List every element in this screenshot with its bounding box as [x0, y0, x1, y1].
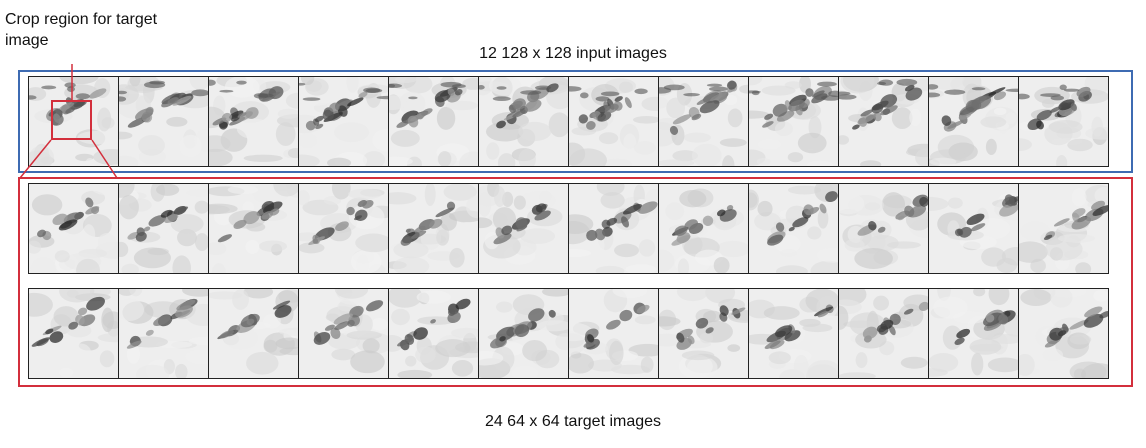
target-image-tile	[928, 288, 1019, 379]
target-image-tile	[478, 183, 569, 274]
input-images-frame	[18, 70, 1133, 173]
target-images-frame	[18, 177, 1133, 387]
target-image-row-1	[28, 183, 1109, 274]
target-image-tile	[28, 183, 119, 274]
crop-region-label: Crop region for target image	[5, 11, 158, 49]
target-image-tile	[298, 183, 389, 274]
target-image-tile	[658, 288, 749, 379]
input-images-title: 12 128 x 128 input images	[479, 45, 667, 62]
target-image-tile	[838, 288, 929, 379]
target-image-tile	[388, 183, 479, 274]
input-image-tile	[208, 76, 299, 167]
input-image-tile	[928, 76, 1019, 167]
input-image-tile	[838, 76, 929, 167]
input-image-tile	[388, 76, 479, 167]
target-image-tile	[208, 288, 299, 379]
target-image-tile	[928, 183, 1019, 274]
target-image-tile	[658, 183, 749, 274]
target-images-title: 24 64 x 64 target images	[484, 413, 662, 430]
target-image-tile	[118, 183, 209, 274]
input-image-tile	[658, 76, 749, 167]
input-image-tile	[118, 76, 209, 167]
target-image-row-2	[28, 288, 1109, 379]
target-image-tile	[838, 183, 929, 274]
target-image-tile	[748, 183, 839, 274]
target-image-tile	[748, 288, 839, 379]
crop-region-box	[51, 100, 92, 140]
target-image-tile	[478, 288, 569, 379]
input-image-strip	[28, 76, 1109, 167]
target-image-tile	[568, 183, 659, 274]
target-image-tile	[118, 288, 209, 379]
input-image-tile	[748, 76, 839, 167]
target-image-tile	[28, 288, 119, 379]
target-image-tile	[568, 288, 659, 379]
target-image-tile	[1018, 288, 1109, 379]
input-image-tile	[568, 76, 659, 167]
target-image-tile	[208, 183, 299, 274]
target-image-tile	[1018, 183, 1109, 274]
target-image-tile	[388, 288, 479, 379]
input-image-tile	[298, 76, 389, 167]
target-image-tile	[298, 288, 389, 379]
input-image-tile	[478, 76, 569, 167]
input-image-tile	[1018, 76, 1109, 167]
